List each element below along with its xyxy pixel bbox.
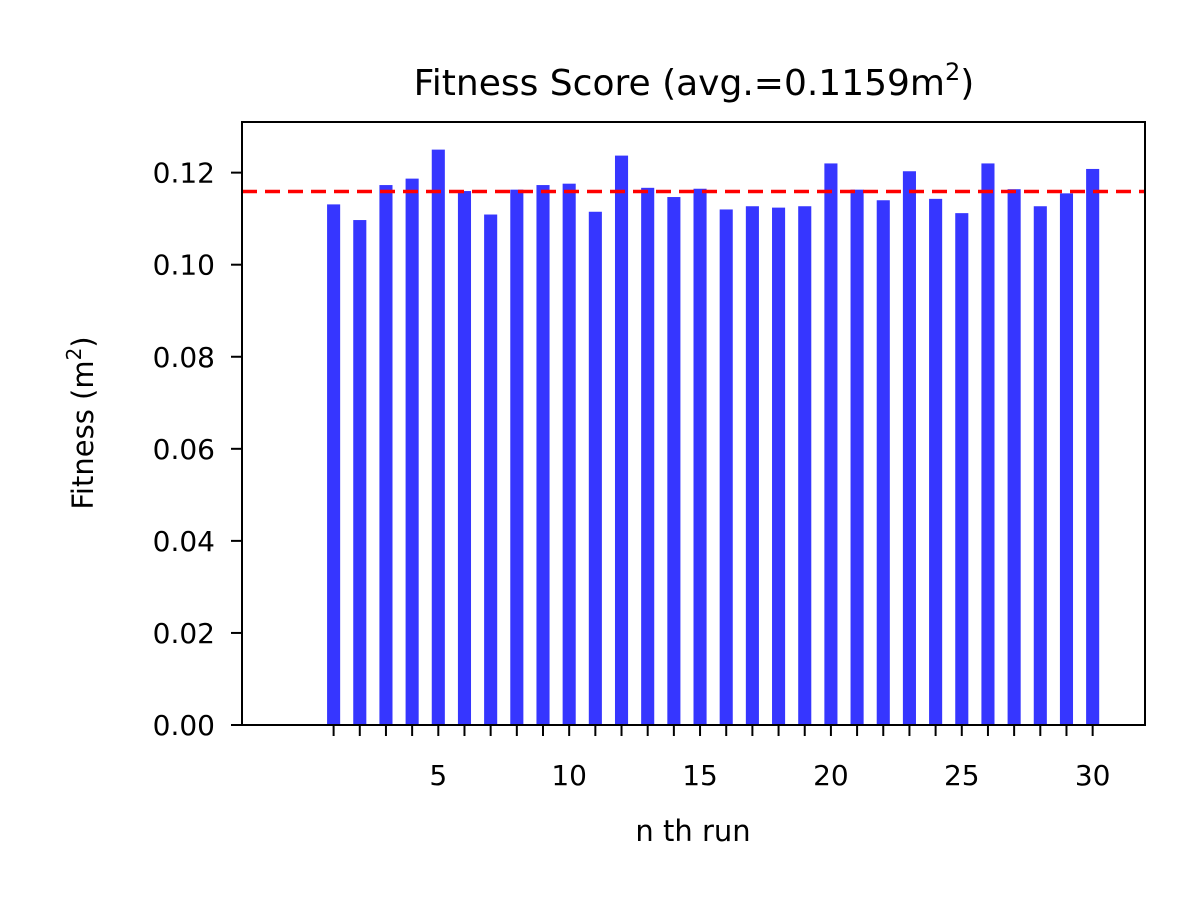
- bar: [955, 213, 969, 725]
- bar: [431, 149, 445, 725]
- bar: [902, 171, 916, 725]
- bar: [876, 200, 890, 725]
- plot-frame: [241, 121, 1146, 726]
- y-tick-label: 0.12: [153, 157, 215, 190]
- bar: [536, 185, 550, 725]
- bar: [1007, 189, 1021, 725]
- x-tick-label: 20: [813, 759, 849, 792]
- bar: [1033, 206, 1047, 726]
- x-tick-label: 30: [1075, 759, 1111, 792]
- bar: [327, 204, 341, 725]
- x-axis-label: n th run: [635, 814, 750, 848]
- bar: [719, 209, 733, 725]
- bar: [379, 185, 393, 725]
- x-axis-ticks: 5 10 15 20 25 30: [332, 725, 1111, 792]
- x-tick-label: 5: [429, 759, 447, 792]
- y-tick-label: 0.10: [153, 249, 215, 282]
- bar: [614, 155, 629, 726]
- y-tick-label: 0.08: [153, 341, 215, 374]
- y-tick-label: 0.06: [153, 433, 215, 466]
- y-axis-label-main: Fitness (m: [66, 360, 100, 509]
- bar: [745, 206, 759, 726]
- bar: [1059, 193, 1074, 726]
- bar: [353, 220, 367, 726]
- y-axis-label-suffix: ): [66, 336, 100, 347]
- chart-title-superscript: 2: [945, 58, 960, 86]
- y-axis-label: Fitness (m2): [62, 336, 100, 509]
- bar: [457, 191, 472, 726]
- bar: [562, 183, 576, 725]
- bar: [929, 198, 943, 725]
- x-tick-label: 25: [944, 759, 980, 792]
- bar: [798, 206, 812, 726]
- bar: [772, 207, 786, 725]
- bar: [510, 189, 524, 725]
- bar: [405, 178, 419, 725]
- bar-series: [327, 149, 1100, 726]
- bar: [850, 189, 864, 725]
- y-tick-label: 0.00: [153, 709, 215, 742]
- bar: [588, 211, 602, 725]
- x-tick-label: 15: [682, 759, 718, 792]
- x-tick-label: 10: [551, 759, 587, 792]
- bar: [693, 188, 707, 726]
- bar: [667, 197, 681, 725]
- bar: [1086, 168, 1100, 725]
- y-axis-label-superscript: 2: [62, 348, 86, 361]
- bar: [824, 163, 838, 725]
- bar: [981, 163, 995, 725]
- chart-title: Fitness Score (avg.=0.1159m2): [414, 58, 975, 104]
- bar: [484, 214, 498, 725]
- bar: [641, 187, 655, 725]
- y-tick-label: 0.04: [153, 525, 215, 558]
- chart-title-main: Fitness Score (avg.=0.1159m: [414, 63, 945, 104]
- y-tick-label: 0.02: [153, 617, 215, 650]
- y-axis-ticks: 0.00 0.02 0.04 0.06 0.08 0.10 0.12: [153, 157, 242, 742]
- chart-title-suffix: ): [960, 63, 974, 104]
